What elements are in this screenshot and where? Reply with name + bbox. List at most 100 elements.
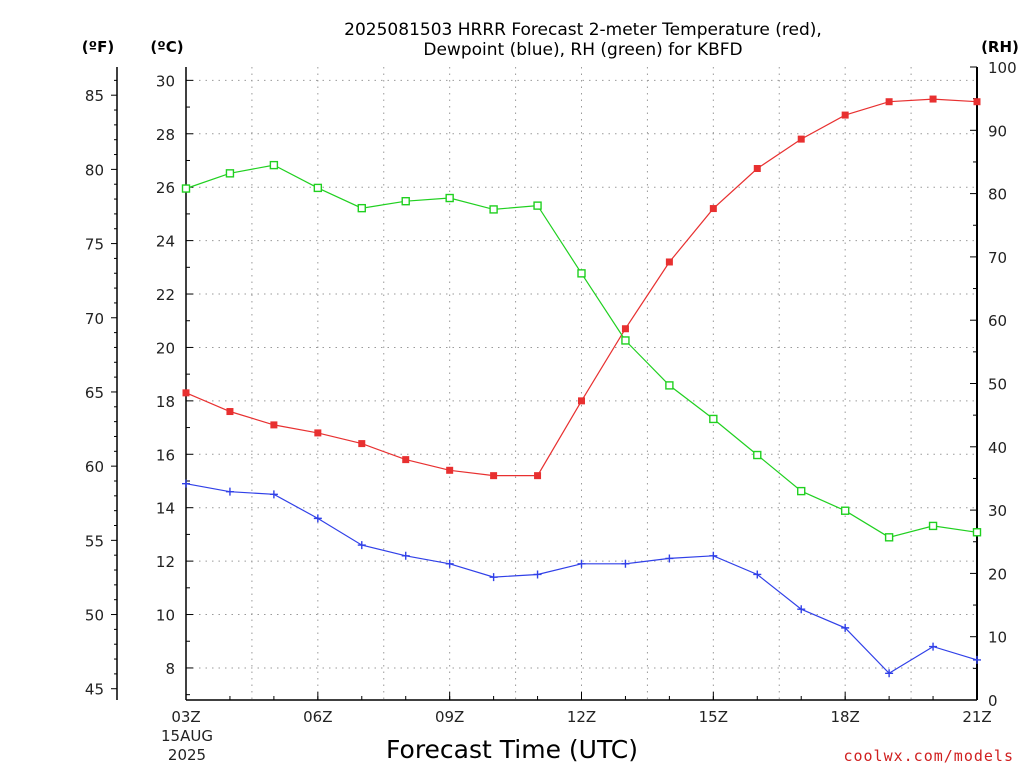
x-tick-label: 06Z (303, 708, 332, 726)
temperature-point (402, 456, 410, 464)
celsius-tick-label: 12 (156, 553, 175, 571)
rh-point (577, 269, 586, 278)
dewpoint-point (269, 490, 278, 499)
rh-tick-label: 90 (988, 122, 1007, 140)
dewpoint-point (885, 669, 894, 678)
rh-point (665, 381, 674, 390)
rh-point (225, 169, 235, 178)
chart-title-line1: 2025081503 HRRR Forecast 2-meter Tempera… (344, 20, 822, 40)
dewpoint-point (313, 514, 322, 523)
tick-labels: 8 10 12 14 16 18 20 22 24 26 28 30 45 50 55 60 65 70 75 80 8… (85, 59, 1017, 726)
dewpoint-point (709, 551, 718, 560)
x-tick-label: 15Z (699, 708, 728, 726)
temperature-point (226, 408, 234, 416)
fahrenheit-tick-label: 70 (85, 310, 104, 328)
rh-point (269, 160, 279, 170)
rh-point (445, 193, 454, 203)
rh-tick-label: 100 (988, 59, 1017, 77)
dewpoint-point (182, 479, 190, 488)
dewpoint-point (753, 570, 762, 579)
celsius-tick-label: 8 (165, 660, 175, 678)
temperature-point (358, 440, 366, 448)
rh-point (489, 205, 498, 214)
rh-tick-label: 40 (988, 439, 1007, 457)
x-tick-label: 09Z (435, 708, 464, 726)
fahrenheit-tick-label: 75 (85, 236, 104, 254)
fahrenheit-unit-label: (ºF) (82, 38, 114, 56)
x-tick-label: 18Z (830, 708, 859, 726)
dewpoint-point (841, 623, 850, 632)
celsius-tick-label: 10 (156, 607, 175, 625)
dewpoint-point (973, 655, 981, 664)
temperature-point (797, 135, 805, 143)
temperature-point (270, 421, 278, 429)
fahrenheit-tick-label: 50 (85, 607, 104, 625)
date-label-day: 15AUG (161, 727, 213, 745)
x-tick-label: 12Z (567, 708, 596, 726)
rh-point (357, 203, 366, 213)
dewpoint-point (533, 570, 542, 579)
rh-point (797, 486, 806, 496)
celsius-tick-label: 26 (156, 179, 175, 197)
credit-label: coolwx.com/models (843, 747, 1014, 765)
rh-tick-label: 0 (988, 692, 998, 710)
rh-tick-label: 20 (988, 565, 1007, 583)
rh-point (840, 506, 850, 515)
celsius-tick-label: 20 (156, 339, 175, 357)
dewpoint-point (445, 559, 454, 568)
temperature-point (314, 429, 322, 437)
fahrenheit-tick-label: 55 (85, 532, 104, 550)
rh-tick-label: 80 (988, 186, 1007, 204)
data-series (181, 95, 982, 678)
fahrenheit-tick-label: 80 (85, 161, 104, 179)
rh-point (181, 184, 191, 193)
rh-point (621, 336, 630, 345)
celsius-tick-label: 24 (156, 233, 175, 251)
rh-point (401, 196, 410, 206)
date-label-year: 2025 (168, 746, 206, 764)
dewpoint-point (401, 551, 410, 560)
celsius-tick-label: 16 (156, 446, 175, 464)
rh-point (533, 201, 542, 210)
dewpoint-point (225, 487, 234, 496)
temperature-point (885, 98, 893, 106)
celsius-tick-label: 28 (156, 126, 175, 144)
dewpoint-point (621, 559, 630, 568)
temperature-point (621, 325, 629, 333)
temperature-point (665, 258, 673, 266)
rh-point (709, 414, 718, 424)
dewpoint-point (929, 642, 938, 651)
dewpoint-point (665, 554, 674, 563)
rh-point (928, 521, 938, 531)
rh-tick-label: 70 (988, 249, 1007, 267)
rh-point (313, 183, 323, 193)
rh-unit-label: (RH) (981, 38, 1019, 56)
rh-tick-label: 50 (988, 376, 1007, 394)
temperature-point (490, 472, 498, 480)
chart-title-line2: Dewpoint (blue), RH (green) for KBFD (423, 40, 742, 60)
temperature-point (534, 472, 542, 480)
dewpoint-point (577, 559, 586, 568)
celsius-unit-label: (ºC) (150, 38, 183, 56)
dewpoint-point (489, 573, 498, 582)
celsius-tick-label: 14 (156, 500, 175, 518)
fahrenheit-tick-label: 45 (85, 681, 104, 699)
rh-tick-label: 30 (988, 502, 1007, 520)
temperature-point (753, 164, 761, 172)
x-tick-label: 21Z (962, 708, 991, 726)
x-tick-label: 03Z (171, 708, 200, 726)
celsius-tick-label: 30 (156, 72, 175, 90)
fahrenheit-tick-label: 65 (85, 384, 104, 402)
celsius-tick-label: 18 (156, 393, 175, 411)
rh-tick-label: 10 (988, 629, 1007, 647)
dewpoint-point (357, 541, 366, 550)
axes (111, 66, 978, 701)
temperature-point (841, 111, 849, 119)
temperature-point (578, 397, 585, 405)
fahrenheit-tick-label: 85 (85, 87, 104, 105)
fahrenheit-tick-label: 60 (85, 458, 104, 476)
rh-point (753, 450, 762, 460)
grid-lines (186, 67, 977, 700)
